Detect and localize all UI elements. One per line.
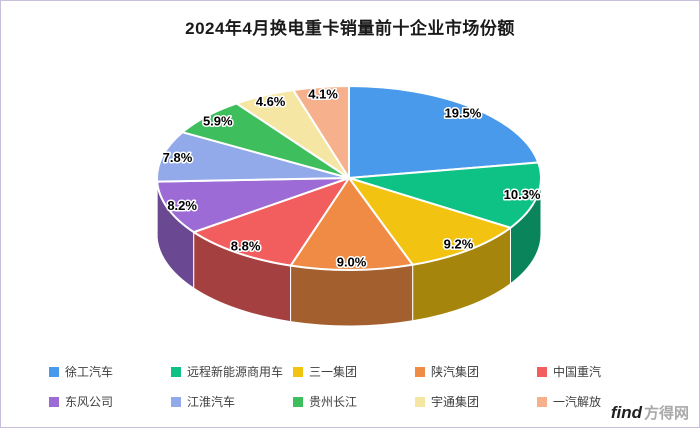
pie-slice (192, 177, 350, 267)
pie-slice (292, 85, 350, 179)
legend-item: 江淮汽车 (171, 393, 293, 410)
legend-item: 贵州长江 (293, 393, 415, 410)
pie-slice (348, 161, 542, 229)
watermark-site-name: 方得网 (643, 405, 689, 422)
legend-marker (415, 366, 425, 377)
legend-marker (537, 366, 547, 377)
legend-marker (49, 366, 59, 377)
pie-chart: 19.5% 10.3% 9.2% 9.0% 8.8% 8.2% 7.8% 5.9% 4.6% 4.… (156, 85, 542, 327)
slice-percent-label: 8.8% (231, 239, 261, 254)
legend-label: 东风公司 (65, 395, 114, 409)
watermark: find 方得网 (611, 402, 689, 425)
legend-marker (293, 396, 303, 407)
legend-item: 宇通集团 (415, 393, 537, 410)
legend-marker (415, 396, 425, 407)
slice-percent-label: 4.1% (308, 86, 338, 101)
legend-label: 宇通集团 (431, 395, 480, 409)
legend-label: 徐工汽车 (65, 365, 114, 379)
legend-item: 三一集团 (293, 363, 415, 380)
slice-percent-label: 4.6% (256, 94, 286, 109)
pie-slice (156, 131, 350, 183)
legend-marker (537, 396, 547, 407)
legend-label: 三一集团 (309, 365, 358, 379)
pie-slice (348, 177, 512, 266)
legend-item: 东风公司 (49, 393, 171, 410)
pie-slice (348, 85, 540, 179)
slice-percent-label: 5.9% (203, 113, 233, 128)
legend-label: 江淮汽车 (187, 395, 236, 409)
legend-item: 陕汽集团 (415, 363, 537, 380)
legend-item: 远程新能源商用车 (171, 363, 293, 380)
legend-label: 远程新能源商用车 (187, 365, 284, 379)
chart-legend: 徐工汽车 远程新能源商用车 三一集团 陕汽集团 中国重汽东风公司 江淮汽车 贵州长江 宇通集团… (49, 363, 659, 410)
slice-percent-label: 8.2% (167, 198, 197, 213)
legend-label: 中国重汽 (553, 365, 602, 379)
legend-label: 贵州长江 (309, 395, 358, 409)
legend-item: 中国重汽 (537, 363, 659, 380)
legend-label: 一汽解放 (553, 395, 602, 409)
legend-label: 陕汽集团 (431, 365, 480, 379)
legend-marker (171, 366, 181, 377)
legend-item: 徐工汽车 (49, 363, 171, 380)
slice-percent-label: 10.3% (504, 187, 541, 202)
legend-marker (49, 396, 59, 407)
slice-percent-label: 7.8% (163, 150, 193, 165)
slice-percent-label: 9.2% (444, 236, 474, 251)
pie-slice (156, 177, 350, 234)
pie-slice (289, 177, 414, 271)
legend-item: 一汽解放 (537, 393, 659, 410)
legend-marker (293, 366, 303, 377)
chart-title: 2024年4月换电重卡销量前十企业市场份额 (185, 19, 515, 38)
pie-slice-wall (290, 264, 414, 327)
slice-percent-label: 9.0% (337, 255, 367, 270)
watermark-find-text: find (610, 403, 642, 422)
legend-marker (171, 396, 181, 407)
slice-percent-label: 19.5% (444, 105, 481, 120)
